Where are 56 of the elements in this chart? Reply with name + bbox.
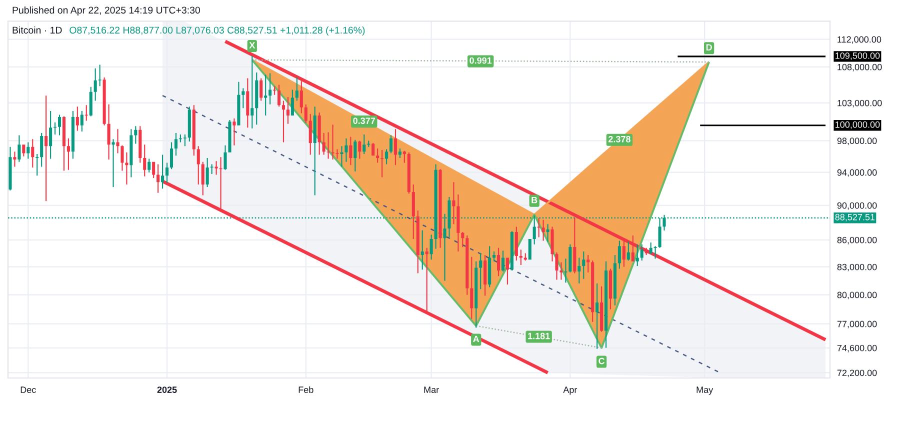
x-tick-label: May bbox=[696, 386, 714, 395]
candlestick bbox=[452, 182, 456, 224]
y-tick-label: 83,000.00 bbox=[837, 264, 877, 272]
annotation: 0.377 bbox=[353, 118, 376, 124]
series-label: 100,000.00 bbox=[836, 121, 880, 129]
candlestick bbox=[183, 134, 186, 146]
y-tick-label: 74,600.00 bbox=[837, 344, 877, 352]
candlestick bbox=[326, 132, 330, 159]
y-tick-label: 98,000.00 bbox=[837, 138, 877, 146]
text: Published on Apr 22, 2025 14:19 UTC+3:30 bbox=[12, 6, 200, 16]
line-series bbox=[162, 94, 719, 372]
ref-line-label: 88,527.51 bbox=[835, 214, 875, 222]
annotation: A bbox=[473, 336, 480, 342]
candlestick bbox=[224, 145, 227, 170]
y-tick-label: 72,200.00 bbox=[837, 370, 877, 378]
candlestick bbox=[264, 74, 268, 116]
candlestick bbox=[336, 149, 339, 159]
candlestick bbox=[8, 146, 12, 190]
y-tick-label: 86,000.00 bbox=[837, 236, 877, 244]
candlestick bbox=[112, 139, 115, 188]
y-tick-label: 80,000.00 bbox=[837, 292, 877, 300]
candlestick bbox=[116, 129, 120, 154]
chart-title: Bitcoin · 1D bbox=[12, 26, 62, 34]
y-tick-label: 90,000.00 bbox=[837, 202, 877, 210]
y-tick-label: 103,000.00 bbox=[838, 100, 882, 108]
annotation: 1.181 bbox=[528, 332, 550, 340]
candlestick bbox=[214, 161, 218, 175]
x-tick-label: Mar bbox=[424, 386, 439, 393]
candlestick bbox=[546, 224, 550, 242]
y-tick-label: 112,000.00 bbox=[838, 36, 882, 44]
candlestick bbox=[13, 152, 16, 167]
candlestick bbox=[564, 258, 568, 283]
y-tick-label: 94,000.00 bbox=[837, 169, 877, 177]
candlestick bbox=[210, 164, 214, 174]
y-tick-label: 77,000.00 bbox=[837, 320, 877, 328]
candlestick bbox=[331, 124, 334, 160]
x-tick-label: Dec bbox=[20, 386, 36, 393]
annotation: 0.991 bbox=[470, 57, 492, 64]
x-tick-label: Apr bbox=[563, 386, 578, 395]
series-label: 109,500.00 bbox=[836, 52, 880, 60]
candlestick bbox=[232, 118, 236, 146]
candlestick bbox=[340, 146, 344, 167]
candlestick bbox=[98, 64, 102, 86]
x-tick-label: Feb bbox=[298, 386, 314, 393]
annotation: B bbox=[532, 196, 538, 204]
annotation: X bbox=[249, 42, 256, 48]
y-tick-label: 108,000.00 bbox=[838, 64, 882, 72]
x-tick-label: 2025 bbox=[157, 386, 177, 393]
candlestick bbox=[560, 262, 563, 280]
annotation: 2.378 bbox=[608, 136, 630, 142]
annotation: C bbox=[598, 358, 605, 364]
candlestick bbox=[120, 145, 124, 171]
candlestick bbox=[36, 154, 39, 176]
annotation: D bbox=[706, 44, 712, 50]
candlestick bbox=[555, 252, 558, 280]
text: O87,516.22 H88,877.00 L87,076.03 C88,527.51 +1,011.28 (+1.16%) bbox=[70, 26, 365, 36]
